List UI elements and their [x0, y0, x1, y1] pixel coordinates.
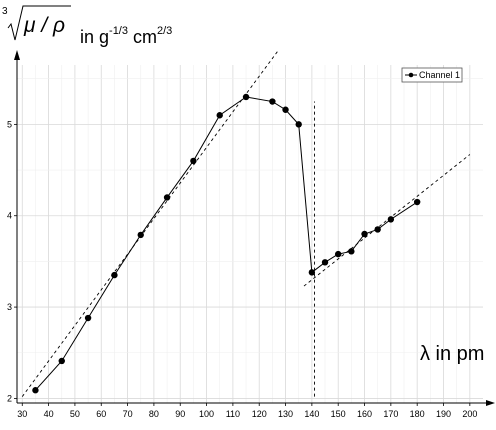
data-point: [348, 248, 355, 255]
data-point: [361, 230, 368, 238]
x-tick-label: 200: [462, 409, 477, 419]
data-point: [84, 314, 92, 322]
x-tick-label: 190: [436, 409, 451, 419]
x-tick-label: 30: [17, 409, 27, 419]
reference-lines: [21, 51, 471, 397]
x-tick-label: 150: [331, 409, 346, 419]
legend-marker-icon: [408, 72, 414, 78]
data-point: [387, 216, 395, 223]
x-tick-label: 180: [410, 409, 425, 419]
grid: [17, 65, 483, 403]
x-axis-arrow-icon: [486, 400, 495, 406]
x-tick-label: 170: [383, 409, 398, 419]
x-tick-labels: 30 40 50 60 70 80 90 100 110 120 130 140 150 160 170 18…: [17, 409, 477, 419]
x-tick-label: 40: [44, 409, 54, 419]
y-tick-label: 4: [7, 211, 12, 221]
y-tick-labels: 2 3 4 5: [7, 119, 12, 403]
y-tick-label: 3: [7, 302, 12, 312]
series-line: [35, 96, 418, 391]
legend-entry-label: Channel 1: [419, 70, 460, 80]
axes: [14, 50, 495, 406]
data-point: [308, 269, 316, 276]
data-point: [190, 157, 197, 165]
x-tick-label: 140: [304, 409, 319, 419]
radical-sign-icon: [7, 5, 71, 41]
reference-line: [21, 51, 279, 397]
x-tick-label: 110: [226, 409, 240, 419]
y-label-units: in g-1/3 cm2/3: [80, 25, 172, 47]
x-tick-label: 100: [199, 409, 214, 419]
legend-box: [401, 67, 463, 83]
x-tick-label: 90: [175, 409, 185, 419]
x-tick-label: 70: [123, 409, 133, 419]
y-label-radical-index: 3: [2, 6, 8, 17]
data-point: [163, 194, 171, 201]
x-tick-label: 130: [278, 409, 293, 419]
x-tick-label: 80: [149, 409, 159, 419]
data-point: [269, 98, 276, 105]
x-tick-label: 50: [70, 409, 80, 419]
data-point: [282, 106, 289, 113]
data-point: [111, 271, 118, 279]
y-tick-label: 2: [7, 393, 12, 403]
data-point: [137, 231, 144, 239]
data-point: [242, 93, 250, 101]
legend: Channel 1: [401, 67, 463, 83]
x-tick-label: 60: [96, 409, 106, 419]
data-point: [374, 226, 381, 233]
reference-line: [303, 154, 471, 287]
data-point: [321, 259, 329, 266]
data-point: [216, 112, 223, 119]
data-point: [32, 387, 39, 394]
data-point: [334, 250, 342, 258]
x-tick-label: 120: [252, 409, 267, 419]
data-point: [295, 121, 302, 128]
data-point: [58, 357, 65, 365]
series: [32, 93, 421, 394]
y-axis-arrow-icon: [14, 50, 20, 60]
y-label-radicand: μ / ρ: [23, 14, 65, 37]
x-axis-label: λ in pm: [420, 343, 484, 365]
y-tick-label: 5: [7, 119, 12, 129]
data-point: [413, 198, 421, 206]
y-axis-label: 3 μ / ρ in g-1/3 cm2/3: [2, 5, 172, 47]
x-tick-label: 160: [357, 409, 372, 419]
